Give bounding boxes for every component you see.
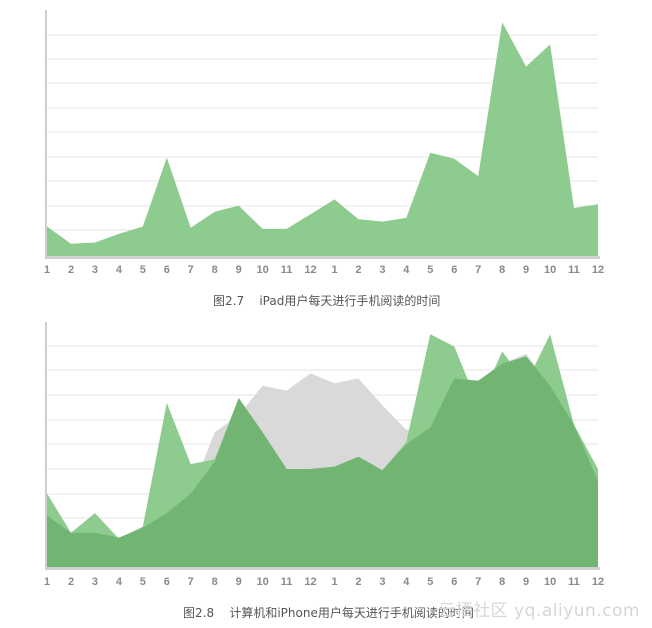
x-tick-label: 3: [379, 576, 385, 588]
x-tick-label: 11: [568, 576, 580, 588]
x-tick-label: 5: [140, 576, 146, 588]
x-tick-label: 6: [164, 264, 170, 276]
x-tick-label: 12: [304, 576, 316, 588]
x-tick-label: 4: [116, 264, 123, 276]
x-tick-label: 10: [544, 264, 556, 276]
watermark: 云栖社区 yq.aliyun.com: [438, 601, 640, 621]
x-tick-label: 2: [68, 576, 74, 588]
x-tick-label: 8: [212, 264, 218, 276]
x-tick-label: 3: [92, 576, 98, 588]
chart-ipad-reading-time: 1 2 3 4 5 6 7 8 9 10 11 12 1 2 3 4 5 6 7 8 9 10 11 12: [44, 10, 604, 276]
area-series-1: [47, 22, 598, 256]
x-tick-label: 7: [188, 576, 194, 588]
chart-1-caption: 图2.7 iPad用户每天进行手机阅读的时间: [213, 294, 441, 308]
x-tick-label: 3: [379, 264, 385, 276]
chart-computer-iphone-reading-time: 1 2 3 4 5 6 7 8 9 10 11 12 1 2 3 4 5 6 7 8 9 10 11 12: [44, 322, 604, 588]
x-tick-label: 7: [475, 576, 481, 588]
x-tick-label: 9: [523, 576, 529, 588]
x-tick-label: 1: [331, 264, 337, 276]
x-tick-label: 5: [140, 264, 146, 276]
x-tick-label: 8: [499, 576, 505, 588]
x-tick-label: 2: [68, 264, 74, 276]
x-tick-label: 9: [236, 264, 242, 276]
x-tick-label: 6: [451, 576, 457, 588]
x-tick-label: 9: [236, 576, 242, 588]
chart-2-caption: 图2.8 计算机和iPhone用户每天进行手机阅读的时间: [183, 606, 474, 620]
area-series-3: [47, 356, 598, 567]
x-tick-label: 5: [427, 576, 433, 588]
x-tick-label: 6: [164, 576, 170, 588]
x-tick-label: 12: [304, 264, 316, 276]
x-tick-label: 8: [212, 576, 218, 588]
x-tick-label: 10: [544, 576, 556, 588]
x-tick-label: 7: [188, 264, 194, 276]
x-tick-label: 1: [331, 576, 337, 588]
x-tick-label: 3: [92, 264, 98, 276]
x-tick-label: 4: [116, 576, 123, 588]
x-tick-label: 2: [355, 264, 361, 276]
x-tick-label: 12: [592, 576, 604, 588]
x-tick-label: 2: [355, 576, 361, 588]
x-tick-label: 8: [499, 264, 505, 276]
x-tick-label: 11: [281, 576, 293, 588]
x-tick-label: 9: [523, 264, 529, 276]
x-tick-label: 1: [44, 264, 50, 276]
x-tick-label: 12: [592, 264, 604, 276]
x-tick-label: 7: [475, 264, 481, 276]
x-tick-label: 11: [281, 264, 293, 276]
x-tick-label: 6: [451, 264, 457, 276]
x-tick-label: 1: [44, 576, 50, 588]
x-tick-label: 5: [427, 264, 433, 276]
x-tick-label: 4: [403, 576, 410, 588]
x-tick-label: 10: [256, 264, 268, 276]
x-tick-label: 4: [403, 264, 410, 276]
x-tick-label: 11: [568, 264, 580, 276]
x-tick-label: 10: [256, 576, 268, 588]
